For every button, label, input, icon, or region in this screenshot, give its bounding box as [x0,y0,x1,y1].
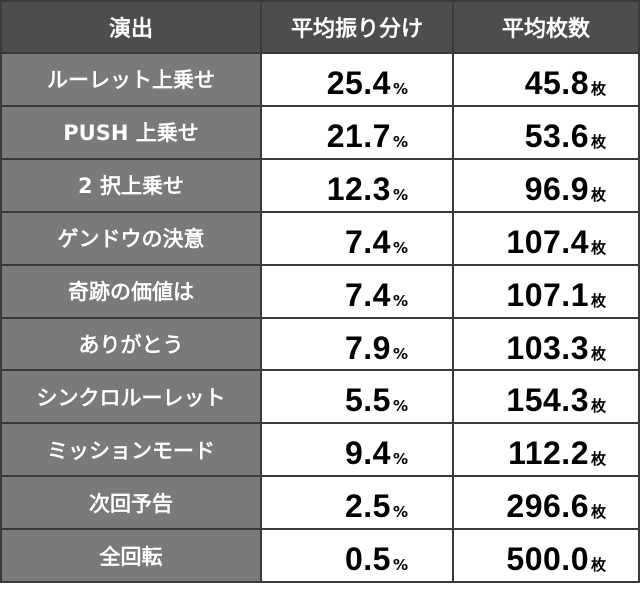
percent-unit: % [392,185,408,204]
share-value: 7.4 [344,276,391,313]
row-label: ありがとう [2,318,260,370]
count-value: 45.8 [524,65,589,101]
row-count-cell: 154.3 枚 [454,371,638,423]
count-unit: 枚 [590,291,606,310]
share-value: 0.5 [344,541,391,578]
count-value: 296.6 [506,488,589,525]
header-average-share: 平均振り分け [262,2,452,52]
share-value: 7.9 [344,329,391,366]
share-value: 12.3 [326,170,391,207]
percent-unit: % [392,397,408,416]
row-count-cell: 103.3 枚 [454,318,638,370]
count-value: 53.6 [524,117,589,154]
percent-unit: % [392,344,408,363]
count-value: 107.1 [506,276,589,313]
row-count-cell: 45.8 枚 [454,54,638,105]
count-value: 112.2 [508,435,589,472]
row-count-cell: 500.0 枚 [454,530,638,581]
row-share-cell: 7.9% [262,318,452,370]
count-unit: 枚 [590,344,606,363]
percent-unit: % [392,450,408,469]
row-count-cell: 96.9 枚 [454,159,638,211]
count-unit: 枚 [590,503,606,522]
share-value: 25.4 [326,65,391,101]
row-share-cell: 7.4% [262,265,452,317]
row-label: 次回予告 [2,477,260,529]
share-value: 21.7 [326,117,391,154]
percent-unit: % [392,80,408,98]
row-share-cell: 21.7% [262,106,452,158]
count-value: 154.3 [506,382,589,419]
header-average-count: 平均枚数 [454,2,638,52]
header-effect: 演出 [2,2,260,52]
row-label: PUSH 上乗せ [2,106,260,158]
row-label: ミッションモード [2,424,260,476]
row-count-cell: 296.6 枚 [454,477,638,529]
percent-unit: % [392,291,408,310]
row-label: シンクロルーレット [2,371,260,423]
count-value: 96.9 [524,170,589,207]
row-share-cell: 9.4% [262,424,452,476]
count-unit: 枚 [590,397,606,416]
percent-unit: % [392,132,408,151]
row-label: 全回転 [2,530,260,581]
count-value: 500.0 [506,541,589,578]
row-share-cell: 12.3% [262,159,452,211]
count-unit: 枚 [590,556,606,575]
share-value: 7.4 [344,223,391,260]
percent-unit: % [392,556,408,575]
row-count-cell: 112.2 枚 [454,424,638,476]
count-unit: 枚 [590,238,606,257]
share-value: 9.4 [344,435,391,472]
row-count-cell: 107.4 枚 [454,212,638,264]
share-value: 2.5 [344,488,391,525]
row-count-cell: 53.6 枚 [454,106,638,158]
count-value: 107.4 [506,223,589,260]
row-share-cell: 5.5% [262,371,452,423]
percent-unit: % [392,238,408,257]
share-value: 5.5 [344,382,391,419]
count-unit: 枚 [590,450,606,469]
count-unit: 枚 [590,80,606,98]
row-share-cell: 25.4% [262,54,452,105]
row-label: ゲンドウの決意 [2,212,260,264]
row-share-cell: 7.4% [262,212,452,264]
count-unit: 枚 [590,185,606,204]
count-value: 103.3 [506,329,589,366]
row-label: 2 択上乗せ [2,159,260,211]
row-share-cell: 0.5% [262,530,452,581]
row-label: 奇跡の価値は [2,265,260,317]
count-unit: 枚 [590,132,606,151]
percent-unit: % [392,503,408,522]
row-label: ルーレット上乗せ [2,54,260,105]
row-share-cell: 2.5% [262,477,452,529]
row-count-cell: 107.1 枚 [454,265,638,317]
